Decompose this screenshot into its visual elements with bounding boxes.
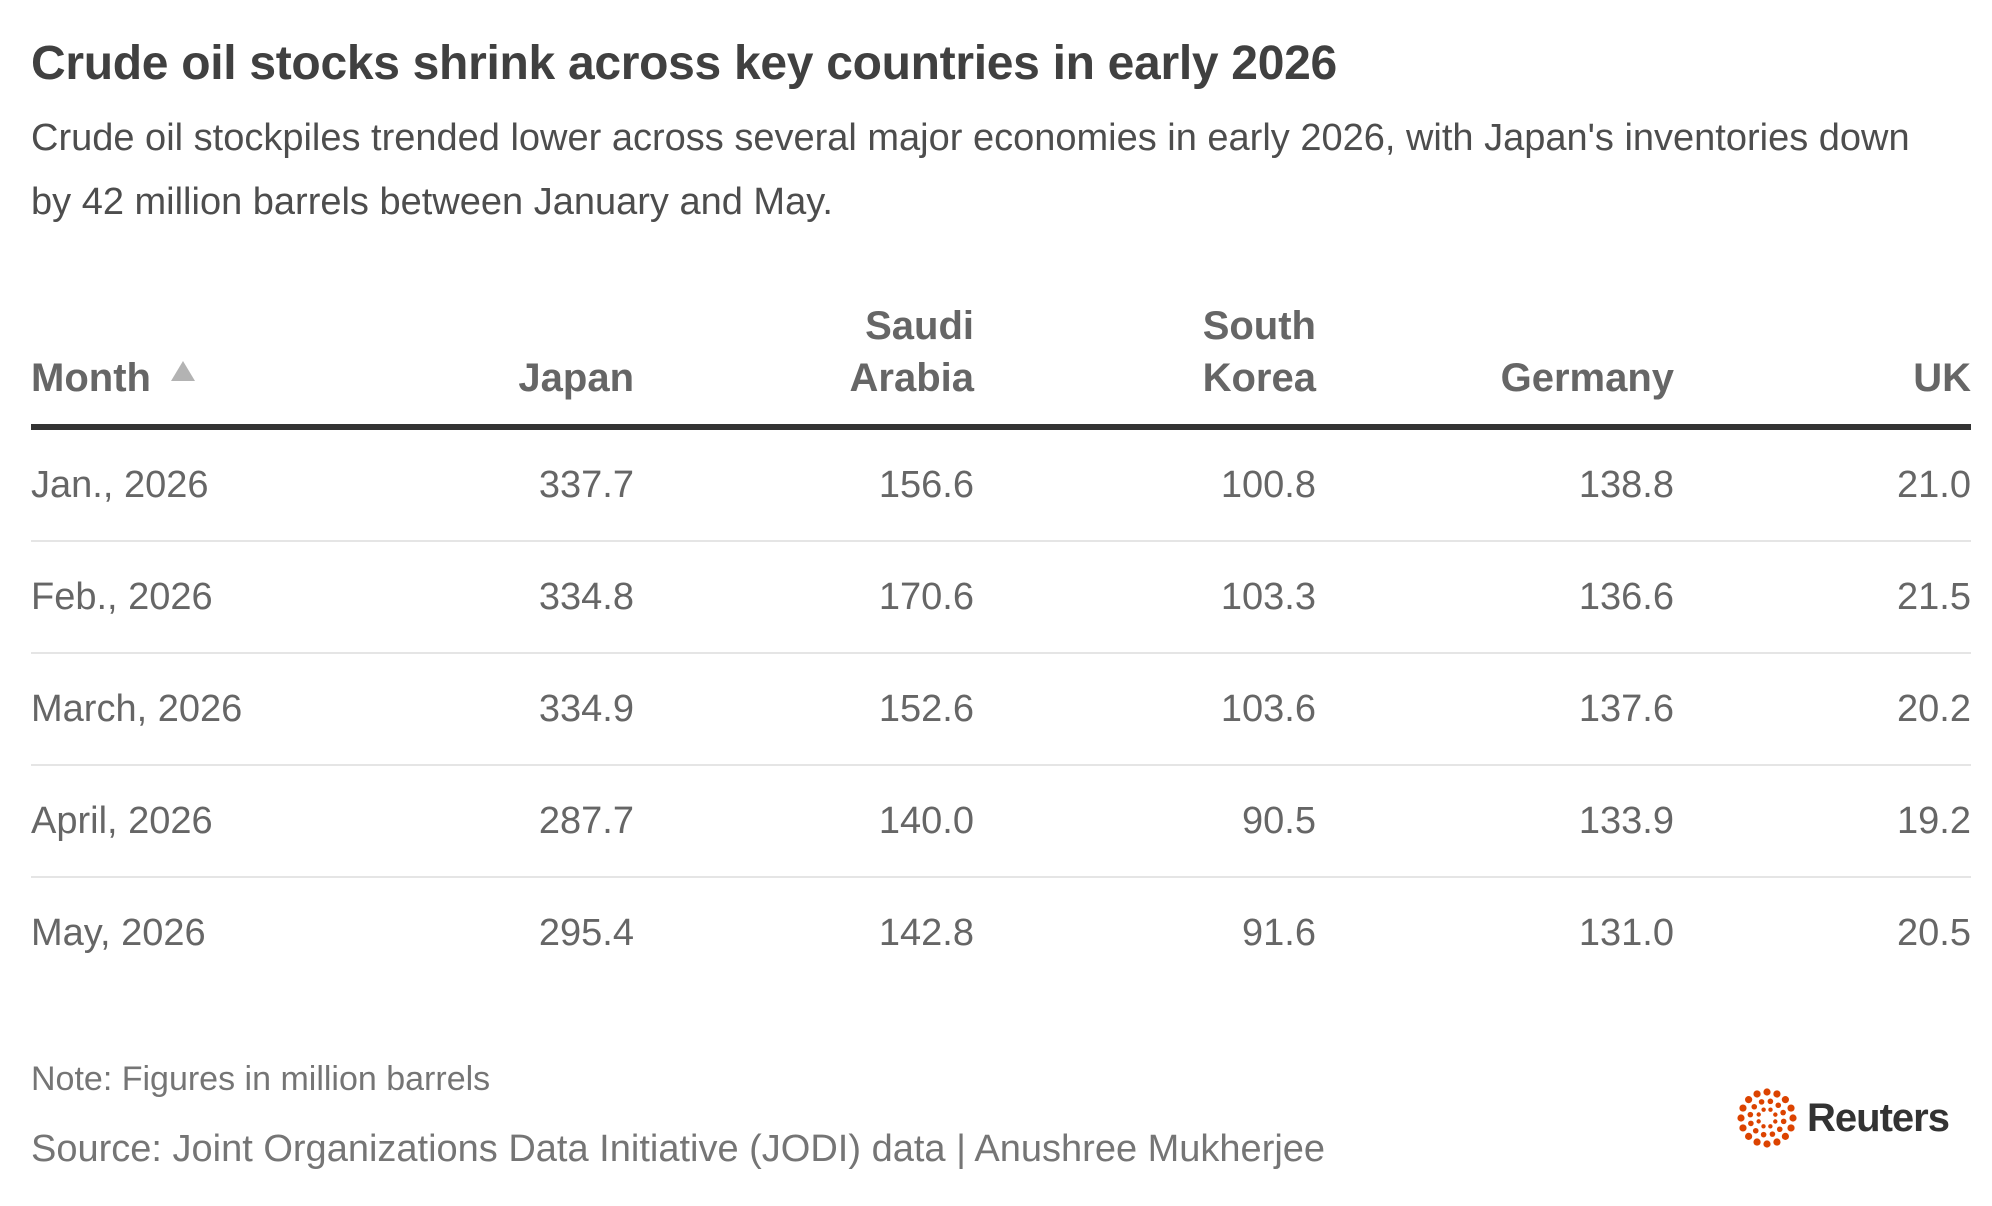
table-row: April, 2026 287.7 140.0 90.5 133.9 19.2 [31,765,1971,878]
logo-dot [1780,1109,1786,1116]
cell-japan: 334.9 [331,653,634,766]
cell-month: March, 2026 [31,653,331,766]
cell-saudi-arabia: 170.6 [634,541,974,654]
column-header-saudi-arabia[interactable]: Saudi Arabia [634,300,975,430]
column-header-month[interactable]: Month [31,300,331,430]
logo-dot [1748,1120,1754,1127]
chart-subtitle: Crude oil stockpiles trended lower acros… [31,117,1910,223]
table-row: May, 2026 295.4 142.8 91.6 131.0 20.5 [31,877,1971,988]
logo-dot [1756,1112,1761,1117]
logo-dot [1739,1124,1747,1132]
table-header-row: Month Japan Saudi Arabia South Korea Ger… [31,300,1971,430]
cell-uk: 21.5 [1674,541,1971,654]
logo-dot [1769,1131,1776,1137]
cell-japan: 287.7 [331,765,634,878]
cell-uk: 20.5 [1897,911,1971,954]
logo-dot [1737,1114,1745,1122]
logo-dot [1787,1104,1795,1112]
logo-text: Reuters [1807,1095,1950,1140]
cell-month: Feb., 2026 [31,541,331,654]
cell-uk: 19.2 [1674,765,1971,878]
logo-dot [1752,1127,1759,1134]
logo-dot [1780,1118,1787,1125]
cell-south-korea: 100.8 [974,427,1316,542]
cell-south-korea: 91.6 [1242,911,1316,954]
logo-dot [1747,1111,1754,1118]
cell-month: Jan., 2026 [31,427,331,542]
sort-ascending-icon[interactable] [170,361,195,381]
logo-dot [1768,1124,1773,1129]
cell-south-korea: 103.3 [974,541,1316,654]
column-header-label: Japan [518,356,634,400]
chart-page: Crude oil stocks shrink across key count… [31,0,1971,1206]
logo-dot [1781,1096,1790,1104]
column-header-label: Month [31,356,151,400]
logo-dot [1760,1131,1767,1138]
cell-germany: 136.6 [1316,541,1674,654]
logo-dot [1773,1112,1778,1117]
logo-dot [1739,1104,1747,1112]
reuters-logo[interactable]: Reuters [1735,1086,1950,1150]
logo-dot [1773,1138,1781,1146]
cell-japan: 337.7 [331,427,634,542]
logo-dot [1756,1119,1761,1124]
cell-uk: 21.0 [1674,427,1971,542]
logo-dot [1753,1138,1761,1146]
logo-dot [1763,1140,1771,1148]
cell-saudi-arabia: 156.6 [634,427,974,542]
cell-germany: 138.8 [1316,427,1674,542]
logo-dot [1763,1088,1771,1096]
logo-dot [1761,1124,1766,1129]
logo-dot [1775,1102,1782,1109]
cell-south-korea: 90.5 [974,765,1316,878]
table-row: March, 2026 334.9 152.6 103.6 137.6 20.2 [31,653,1971,766]
logo-dot [1753,1090,1761,1098]
cell-germany: 137.6 [1316,653,1674,766]
cell-germany: 133.9 [1316,765,1674,878]
column-header-label: UK [1913,356,1971,400]
logo-dot [1767,1098,1774,1105]
source-line: Source: Joint Organizations Data Initiat… [31,1128,1326,1170]
data-table: Month Japan Saudi Arabia South Korea Ger… [31,300,1971,988]
logo-dot [1761,1107,1766,1112]
logo-dot [1745,1096,1753,1104]
cell-uk: 20.2 [1674,653,1971,766]
logo-dot [1758,1099,1765,1105]
cell-saudi-arabia: 140.0 [634,765,974,878]
column-header-label: South Korea [1202,304,1316,400]
table-row: Jan., 2026 337.7 156.6 100.8 138.8 21.0 [31,427,1971,542]
logo-dot [1787,1124,1795,1132]
chart-title: Crude oil stocks shrink across key count… [31,37,1337,90]
cell-saudi-arabia: 142.8 [878,911,974,954]
logo-dot [1745,1132,1753,1140]
cell-month: April, 2026 [31,765,331,878]
column-header-japan[interactable]: Japan [331,300,634,430]
column-header-germany[interactable]: Germany [1316,300,1674,430]
footnote: Note: Figures in million barrels [31,1060,491,1098]
column-header-label: Saudi Arabia [849,304,975,400]
logo-dot [1751,1103,1758,1110]
cell-germany: 131.0 [1578,911,1674,954]
table-row: Feb., 2026 334.8 170.6 103.3 136.6 21.5 [31,541,1971,654]
logo-dot [1773,1119,1778,1124]
logo-dot [1781,1132,1790,1140]
cell-japan: 334.8 [331,541,634,654]
column-header-label: Germany [1500,356,1674,400]
column-header-south-korea[interactable]: South Korea [974,300,1316,430]
logo-dot [1776,1126,1783,1133]
cell-japan: 295.4 [538,911,634,954]
cell-south-korea: 103.6 [974,653,1316,766]
logo-dot [1768,1107,1773,1112]
column-header-uk[interactable]: UK [1674,300,1971,430]
reuters-dot-ring-icon [1737,1088,1797,1148]
logo-dot [1773,1090,1781,1098]
cell-month: May, 2026 [31,911,206,954]
cell-saudi-arabia: 152.6 [634,653,974,766]
logo-dot [1789,1114,1797,1122]
